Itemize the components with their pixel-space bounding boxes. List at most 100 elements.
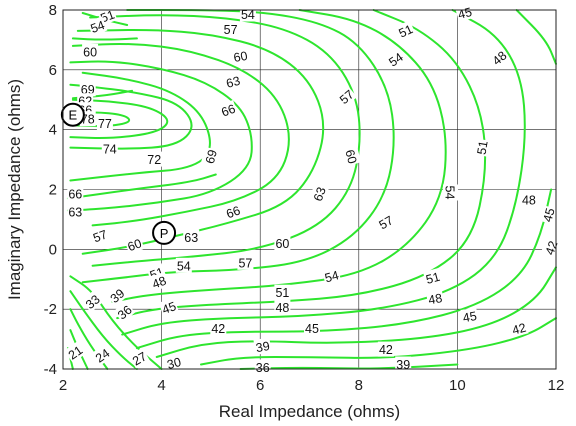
contour-line [69, 71, 211, 182]
contour-line [515, 9, 557, 65]
contour-label-text: 66 [224, 203, 242, 221]
contour-lines [66, 9, 557, 370]
contour-label-bg [67, 203, 84, 219]
contour-label-bg [520, 192, 537, 207]
contour-label: 57 [237, 254, 254, 270]
contour-label-text: 48 [275, 301, 289, 315]
marker-circle [152, 220, 177, 245]
contour-label-bg [425, 289, 445, 307]
contour-label-text: 30 [166, 355, 183, 372]
contour-label-bg [460, 307, 479, 325]
contour-label-bg [82, 43, 99, 59]
x-tick-label: 8 [355, 377, 363, 394]
contour-label: 51 [274, 284, 291, 300]
contour-label-bg [384, 48, 407, 70]
contour-label-text: 57 [238, 256, 252, 270]
contour-label-text: 63 [225, 74, 242, 91]
contour-label: 69 [201, 146, 220, 167]
contour-label-text: 48 [150, 274, 168, 292]
contour-label: 45 [158, 297, 179, 318]
marker-e: E [60, 102, 85, 127]
contour-label: 48 [425, 289, 445, 307]
contour-line [81, 12, 129, 26]
contour-label: 51 [472, 138, 491, 157]
contour-label: 36 [113, 300, 136, 323]
contour-label-text: 27 [130, 349, 149, 368]
contour-label: 54 [175, 257, 192, 273]
contour-label: 54 [87, 16, 108, 36]
contour-label: 57 [335, 85, 358, 108]
contour-label-bg [222, 21, 239, 37]
contour-label-bg [377, 341, 394, 357]
contour-label-bg [210, 320, 227, 336]
x-tick-label: 4 [157, 377, 165, 394]
contour-label-text: 57 [91, 227, 109, 245]
contour-label-bg [101, 141, 118, 157]
contour-line [155, 266, 557, 358]
contour-label: 42 [377, 341, 394, 357]
contour-label-text: 51 [275, 286, 289, 300]
contour-label-bg [164, 353, 184, 372]
x-tick-label: 6 [256, 377, 264, 394]
contour-label: 42 [210, 320, 227, 336]
contour-label: 63 [223, 72, 243, 91]
contour-label: 30 [164, 353, 184, 372]
contour-label-bg [158, 297, 179, 318]
contour-line [89, 14, 361, 267]
contour-line [69, 290, 138, 370]
y-tick-label: 8 [49, 2, 57, 19]
contour-line [69, 98, 169, 140]
contour-label-bg [304, 320, 320, 336]
contour-label: 60 [231, 47, 250, 65]
contour-label-bg [423, 268, 443, 287]
contour-label-bg [217, 99, 239, 120]
contour-label-text: 51 [424, 270, 441, 287]
contour-label: 63 [183, 229, 200, 245]
contour-label-text: 54 [323, 268, 340, 285]
contour-label-text: 42 [379, 343, 393, 357]
contour-label-text: 45 [456, 5, 473, 22]
contour-label: 48 [274, 299, 291, 315]
contour-label-bg [222, 201, 244, 222]
contour-label: 66 [222, 201, 244, 222]
contour-label: 48 [148, 271, 170, 292]
contour-label: 72 [146, 151, 163, 167]
contour-label-text: 60 [126, 236, 144, 254]
contour-label-text: 45 [462, 309, 478, 325]
contour-label: 60 [82, 43, 99, 59]
marker-label: P [160, 226, 169, 241]
contour-label-text: 66 [219, 102, 237, 120]
x-tick-label: 10 [449, 377, 466, 394]
contour-label-bg [335, 85, 358, 108]
contour-label-bg [237, 254, 254, 270]
contour-label-bg [374, 211, 397, 233]
contour-label: 27 [128, 347, 150, 369]
contour-label: 21 [64, 341, 86, 363]
contour-label: 54 [384, 48, 407, 70]
contour-label: 54 [321, 266, 342, 286]
contour-label-text: 57 [377, 213, 396, 232]
contour-label-bg [105, 284, 128, 307]
contour-line [121, 9, 526, 336]
contour-line [239, 363, 459, 370]
y-axis-label: Imaginary Impedance (ohms) [5, 79, 24, 300]
contour-label-text: 63 [311, 185, 329, 203]
contour-line [71, 42, 290, 227]
y-tick-label: -4 [44, 361, 57, 378]
contour-label: 48 [488, 46, 510, 69]
contour-label: 57 [374, 211, 397, 233]
x-tick-label: 2 [59, 377, 67, 394]
contour-label-bg [231, 47, 250, 65]
contour-label-text: 24 [93, 346, 112, 365]
contour-label-bg [128, 347, 150, 369]
contour-label: 42 [509, 318, 529, 338]
contour-label-text: 48 [427, 291, 443, 307]
contour-label-text: 72 [147, 153, 161, 167]
contour-label-bg [321, 266, 342, 286]
contour-label: 48 [520, 192, 537, 208]
contour-label-bg [472, 138, 491, 157]
contour-line [111, 9, 447, 303]
contour-label: 51 [423, 268, 443, 287]
y-tick-label: 0 [49, 241, 57, 258]
